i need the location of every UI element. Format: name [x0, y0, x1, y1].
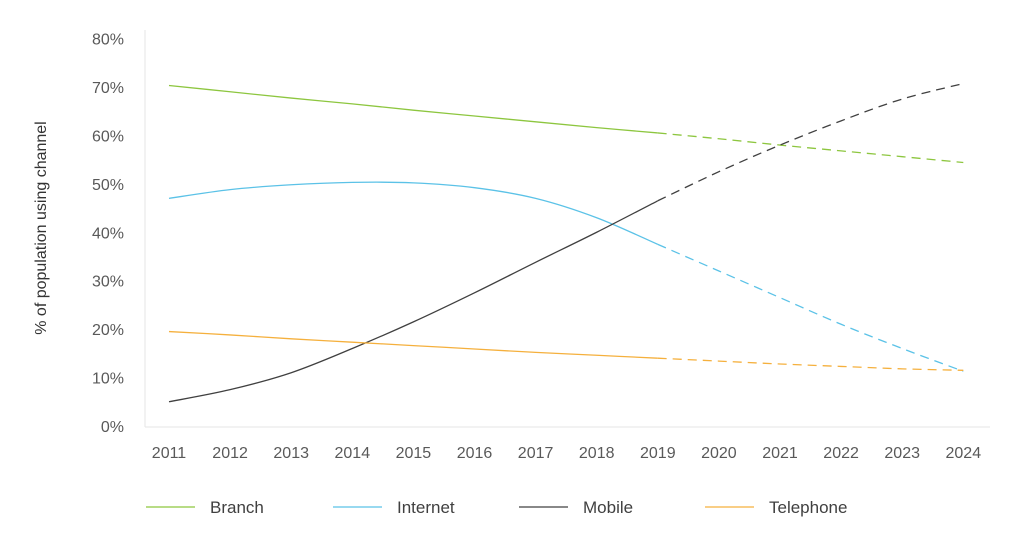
- x-tick-label: 2013: [273, 445, 309, 462]
- x-tick-label: 2020: [701, 445, 737, 462]
- legend: Branch Internet Mobile Telephone: [146, 498, 847, 517]
- x-tick-label: 2018: [579, 445, 615, 462]
- x-tick-label: 2012: [212, 445, 248, 462]
- y-tick-label: 30%: [92, 274, 124, 291]
- series-line-mobile: [168, 200, 659, 403]
- x-tick-label: 2014: [335, 445, 371, 462]
- series-projection-telephone: [657, 357, 964, 371]
- y-tick-label: 50%: [92, 177, 124, 194]
- y-tick-label: 0%: [101, 419, 124, 436]
- y-tick-label: 80%: [92, 32, 124, 49]
- series-layer: [168, 82, 964, 403]
- series-projection-mobile: [657, 82, 964, 202]
- x-tick-label: 2019: [640, 445, 676, 462]
- series-line-telephone: [168, 330, 658, 359]
- x-axis-ticks: 2011 2012 2013 2014 2015 2016 2017 2018 2019 2020…: [152, 445, 981, 462]
- legend-label-internet: Internet: [397, 498, 455, 517]
- legend-label-telephone: Telephone: [769, 498, 847, 517]
- x-tick-label: 2011: [152, 445, 187, 462]
- x-tick-label: 2015: [396, 445, 432, 462]
- legend-label-mobile: Mobile: [583, 498, 633, 517]
- y-axis-title: % of population using channel: [33, 121, 50, 335]
- x-tick-label: 2024: [946, 445, 982, 462]
- y-tick-label: 60%: [92, 128, 124, 145]
- series-projection-internet: [657, 243, 964, 372]
- y-tick-label: 40%: [92, 225, 124, 242]
- x-tick-label: 2016: [457, 445, 493, 462]
- x-tick-label: 2023: [884, 445, 920, 462]
- series-line-internet: [168, 181, 659, 245]
- series-projection-branch: [657, 132, 964, 164]
- y-tick-label: 70%: [92, 80, 124, 97]
- y-axis-ticks: 0% 10% 20% 30% 40% 50% 60% 70% 80%: [92, 32, 124, 437]
- legend-label-branch: Branch: [210, 498, 264, 517]
- x-tick-label: 2021: [762, 445, 798, 462]
- y-tick-label: 20%: [92, 322, 124, 339]
- x-tick-label: 2017: [518, 445, 554, 462]
- x-tick-label: 2022: [823, 445, 859, 462]
- series-line-branch: [168, 84, 658, 134]
- y-tick-label: 10%: [92, 371, 124, 388]
